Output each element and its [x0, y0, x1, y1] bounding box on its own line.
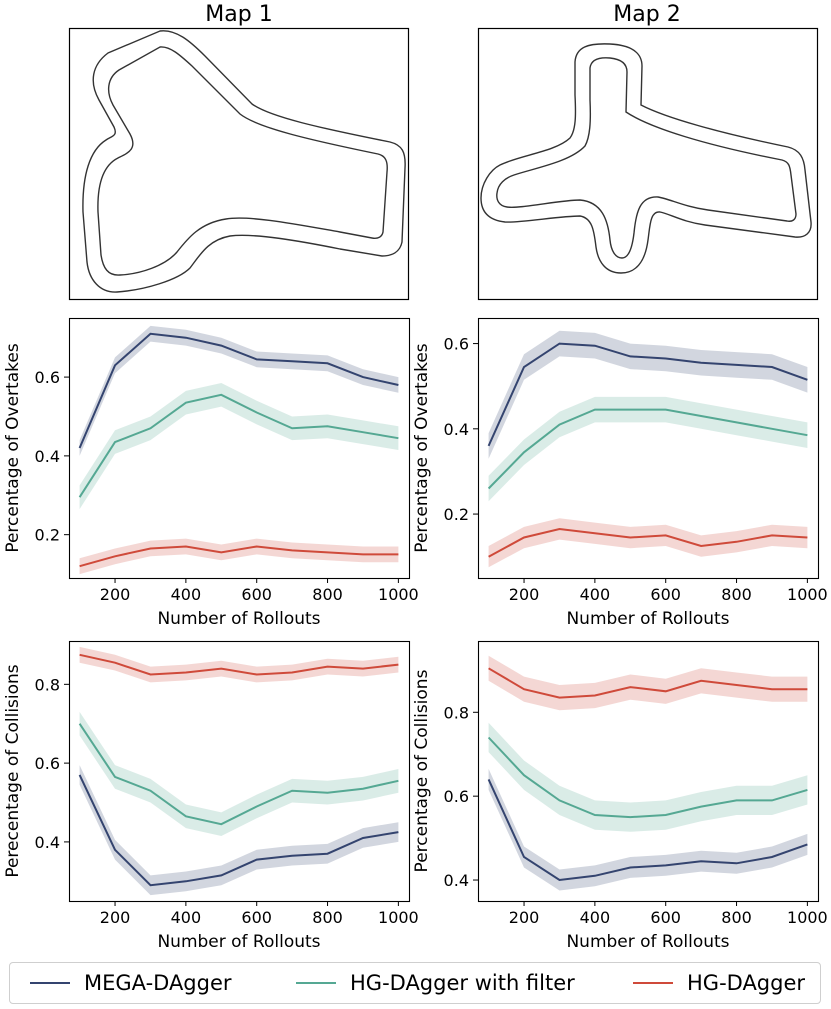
map-1-overtakes-axes-frame: [68, 317, 411, 580]
map-1-overtakes-xtick-label: 600: [241, 585, 272, 604]
map-2-collisions-xlabel: Number of Rollouts: [566, 932, 729, 952]
map-1-collisions-ytick-label: 0.6: [35, 754, 60, 773]
map-1-overtakes-ytick-label: 0.2: [35, 526, 60, 545]
map-1-overtakes-band-hg-dagger: [79, 538, 399, 575]
map-1-collisions-chart: 200 400 600 800 1000 0.4 0.6 0.8 Number of Rollo…: [3, 640, 419, 952]
map-1-collisions-xlabel: Number of Rollouts: [157, 932, 320, 952]
map-2-track-inner: [496, 57, 797, 259]
map-2-collisions-ylabel: Percentage of Collisions: [412, 669, 432, 872]
legend: MEGA-DAgger HG-DAgger with filter HG-DAg…: [9, 962, 821, 1004]
map-1-overtakes-ytick-label: 0.4: [35, 447, 60, 466]
map-2-collisions-line-hg-dagger-with-filter: [487, 736, 808, 819]
map-1-title: Map 1: [205, 2, 272, 27]
legend-label-hg-dagger: HG-DAgger: [687, 971, 806, 995]
map-1-collisions-line-hg-dagger-with-filter: [78, 723, 399, 826]
map-2-overtakes-chart: 200 400 600 800 1000 0.2 0.4 0.6 Number of Rollo…: [412, 317, 828, 629]
map-1-collisions-xtick-label: 800: [312, 908, 343, 927]
figure-canvas: Map 1 Map 2 200 400 600 800 1000 0.2 0.4 0.6 Num…: [3, 2, 828, 952]
map-1-overtakes-xtick-label: 800: [312, 585, 343, 604]
map-2-collisions-xtick-label: 200: [509, 908, 540, 927]
map-1-overtakes-line-hg-dagger: [79, 545, 399, 568]
legend-label-hg-dagger-filter: HG-DAgger with filter: [350, 971, 575, 995]
map-2-track-outer: [480, 43, 812, 274]
map-2-collisions-ytick-label: 0.4: [444, 871, 469, 890]
map-1-overtakes-band-hg-dagger-with-filter: [79, 383, 399, 510]
map-2-overtakes-ylabel: Percentage of Overtakes: [412, 343, 432, 552]
map-2-overtakes-ytick-label: 0.2: [444, 505, 469, 524]
map-1-panel: [68, 27, 410, 301]
map-2-collisions-xtick-label: 400: [580, 908, 611, 927]
map-1-collisions-band-hg-dagger-with-filter: [79, 711, 399, 836]
map-2-overtakes-xtick-label: 1000: [787, 585, 828, 604]
map-2-overtakes-xtick-label: 800: [721, 585, 752, 604]
map-1-overtakes-xtick-label: 200: [100, 585, 131, 604]
map-2-collisions-band-mega-dagger: [488, 768, 808, 891]
map-1-overtakes-xtick-label: 1000: [378, 585, 419, 604]
map-1-overtakes-ytick-label: 0.6: [35, 368, 60, 387]
map-2-collisions-line-mega-dagger: [487, 778, 808, 882]
map-1-collisions-ylabel: Perecentage of Collisions: [3, 664, 23, 877]
map-1-collisions-ytick-label: 0.8: [35, 675, 60, 694]
map-2-overtakes-xtick-label: 400: [580, 585, 611, 604]
map-2-collisions-xtick-label: 600: [650, 908, 681, 927]
map-1-overtakes-ylabel: Percentage of Overtakes: [3, 343, 23, 552]
map-1-collisions-line-mega-dagger: [78, 774, 399, 887]
map-2-collisions-xtick-label: 1000: [787, 908, 828, 927]
map-1-track-inner: [97, 46, 388, 276]
legend-swatch-mega-dagger: [30, 982, 70, 984]
map-2-panel: [477, 27, 819, 301]
map-2-overtakes-line-hg-dagger-with-filter: [487, 408, 808, 490]
map-1-overtakes-xlabel: Number of Rollouts: [157, 609, 320, 629]
map-2-collisions-ytick-label: 0.8: [444, 703, 469, 722]
map-1-collisions-xtick-label: 600: [241, 908, 272, 927]
map-1-collisions-band-mega-dagger: [79, 765, 399, 896]
map-1-collisions-xtick-label: 1000: [378, 908, 419, 927]
map-2-overtakes-line-mega-dagger: [487, 342, 808, 447]
map-2-overtakes-xtick-label: 200: [509, 585, 540, 604]
map-2-overtakes-xlabel: Number of Rollouts: [566, 609, 729, 629]
map-2-overtakes-band-hg-dagger: [488, 518, 808, 568]
map-2-collisions-chart: 200 400 600 800 1000 0.4 0.6 0.8 Number of Rollo…: [412, 640, 828, 952]
map-2-collisions-axes-frame: [477, 640, 820, 903]
map-1-overtakes-line-mega-dagger: [78, 332, 399, 449]
map-1-overtakes-xtick-label: 400: [171, 585, 202, 604]
map-1-collisions-ytick-label: 0.4: [35, 833, 60, 852]
map-1-collisions-band-hg-dagger: [79, 646, 399, 683]
map-2-collisions-xtick-label: 800: [721, 908, 752, 927]
legend-swatch-hg-dagger-filter: [296, 982, 336, 984]
legend-swatch-hg-dagger: [633, 982, 673, 984]
map-2-title: Map 2: [613, 2, 680, 27]
map-1-track-outer: [82, 30, 406, 293]
map-1-overtakes-band-mega-dagger: [79, 325, 399, 456]
map-2-overtakes-xtick-label: 600: [650, 585, 681, 604]
legend-label-mega-dagger: MEGA-DAgger: [84, 971, 232, 995]
map-1-overtakes-chart: 200 400 600 800 1000 0.2 0.4 0.6 Number of Rollo…: [3, 317, 419, 629]
map-2-overtakes-ytick-label: 0.4: [444, 420, 469, 439]
legend-entry-mega-dagger: MEGA-DAgger: [30, 963, 232, 1003]
map-2-overtakes-band-hg-dagger-with-filter: [488, 396, 808, 502]
map-1-collisions-line-hg-dagger: [79, 653, 399, 676]
map-2-overtakes-band-mega-dagger: [488, 330, 808, 459]
map-2-overtakes-ytick-label: 0.6: [444, 335, 469, 354]
legend-entry-hg-dagger: HG-DAgger: [633, 963, 805, 1003]
map-1-collisions-xtick-label: 400: [171, 908, 202, 927]
map-2-collisions-line-hg-dagger: [488, 667, 808, 699]
map-2-overtakes-axes-frame: [477, 317, 820, 580]
map-2-collisions-ytick-label: 0.6: [444, 787, 469, 806]
map-1-collisions-xtick-label: 200: [100, 908, 131, 927]
map-1-collisions-axes-frame: [68, 640, 411, 903]
legend-entry-hg-dagger-filter: HG-DAgger with filter: [296, 963, 575, 1003]
map-1-overtakes-line-hg-dagger-with-filter: [78, 393, 399, 498]
map-2-overtakes-line-hg-dagger: [488, 527, 808, 558]
map-2-collisions-band-hg-dagger: [488, 655, 808, 711]
